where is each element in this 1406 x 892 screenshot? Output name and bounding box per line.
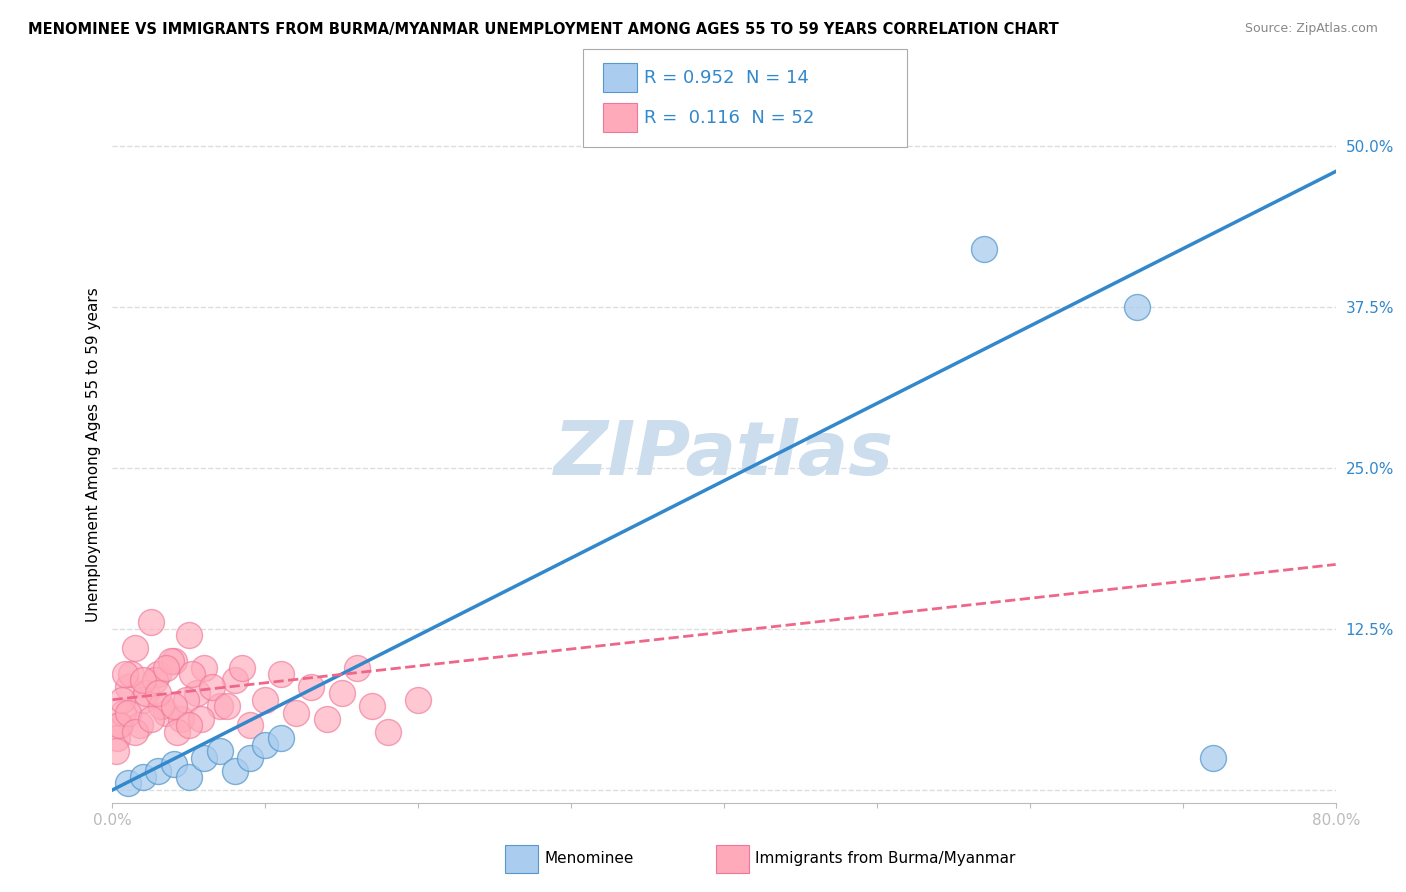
Point [117,706,139,720]
Point [124,641,146,656]
Point [224,764,246,778]
Point [346,660,368,674]
Point [190,712,212,726]
Point [177,628,200,642]
Point [284,706,308,720]
Text: R =  0.116  N = 52: R = 0.116 N = 52 [644,109,814,127]
Point [163,699,186,714]
Point [193,750,215,764]
Point [239,750,262,764]
Point [174,692,197,706]
Text: MENOMINEE VS IMMIGRANTS FROM BURMA/MYANMAR UNEMPLOYMENT AMONG AGES 55 TO 59 YEAR: MENOMINEE VS IMMIGRANTS FROM BURMA/MYANM… [28,22,1059,37]
Point [132,673,155,688]
Point [299,680,322,694]
Point [148,764,170,778]
Point [177,718,200,732]
Point [148,686,170,700]
Point [155,706,177,720]
Y-axis label: Unemployment Among Ages 55 to 59 years: Unemployment Among Ages 55 to 59 years [86,287,101,623]
Point [132,770,155,784]
Point [107,718,129,732]
Text: Source: ZipAtlas.com: Source: ZipAtlas.com [1244,22,1378,36]
Text: R = 0.952  N = 14: R = 0.952 N = 14 [644,69,808,87]
Point [181,667,204,681]
Point [155,660,177,674]
Point [270,667,292,681]
Point [208,744,231,758]
Point [135,686,157,700]
Point [377,725,399,739]
Point [239,718,262,732]
Point [1126,300,1149,314]
Point [201,680,224,694]
Point [231,660,253,674]
Point [254,738,277,752]
Point [139,712,162,726]
Point [148,667,170,681]
Point [129,718,152,732]
Point [973,242,995,256]
Point [143,673,166,688]
Point [139,615,162,630]
Point [217,699,239,714]
Point [166,725,188,739]
Text: Menominee: Menominee [544,852,634,866]
Text: ZIPatlas: ZIPatlas [554,418,894,491]
Point [254,692,277,706]
Point [361,699,384,714]
Point [193,660,215,674]
Point [120,667,142,681]
Point [114,667,136,681]
Point [108,718,131,732]
Point [177,770,200,784]
Point [150,699,173,714]
Point [105,731,128,746]
Point [163,654,186,668]
Point [111,692,134,706]
Point [117,776,139,790]
Point [117,680,139,694]
Point [408,692,430,706]
Point [315,712,337,726]
Point [163,757,186,772]
Point [1202,750,1225,764]
Point [104,744,127,758]
Point [112,706,135,720]
Text: Immigrants from Burma/Myanmar: Immigrants from Burma/Myanmar [755,852,1015,866]
Point [330,686,353,700]
Point [208,699,231,714]
Point [186,686,208,700]
Point [159,654,181,668]
Point [270,731,292,746]
Point [132,692,155,706]
Point [224,673,246,688]
Point [170,712,193,726]
Point [124,725,146,739]
